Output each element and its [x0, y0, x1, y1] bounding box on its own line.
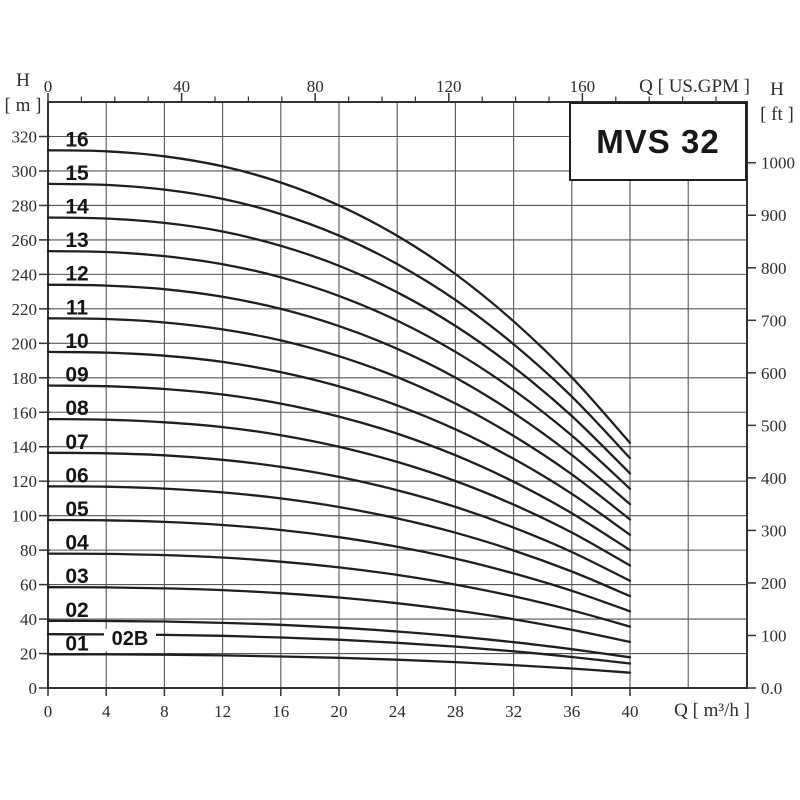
curve-label-02: 02 — [65, 599, 88, 622]
pump-curve-10 — [46, 350, 632, 536]
left-tick-label: 120 — [12, 472, 38, 491]
bottom-axis-title-text: Q [ m³/h ] — [674, 700, 750, 721]
right-tick-label: 100 — [761, 626, 787, 645]
right-tick-label: 800 — [761, 259, 787, 278]
pump-curve-14 — [46, 216, 632, 475]
left-tick-label: 220 — [12, 300, 38, 319]
bottom-tick-label: 4 — [102, 702, 111, 721]
top-axis-title-text: Q [ US.GPM ] — [639, 76, 750, 97]
pump-curve-01 — [46, 653, 632, 674]
right-tick-label: 700 — [761, 311, 787, 330]
pump-curve-02 — [46, 619, 632, 659]
pump-curve-05 — [46, 518, 632, 613]
right-axis-title-unit: [ ft ] — [760, 104, 794, 125]
left-axis-title-unit: [ m ] — [4, 95, 42, 116]
right-tick-label: 400 — [761, 469, 787, 488]
left-tick-label: 300 — [12, 162, 38, 181]
left-tick-label: 0 — [29, 679, 38, 698]
bottom-tick-label: 0 — [44, 702, 53, 721]
bottom-tick-label: 8 — [160, 702, 169, 721]
pump-curve-07 — [46, 451, 632, 582]
right-tick-label: 600 — [761, 364, 787, 383]
left-tick-label: 60 — [20, 576, 37, 595]
curve-label-01: 01 — [65, 632, 89, 655]
left-tick-label: 80 — [20, 541, 37, 560]
curve-label-02B: 02B — [112, 628, 149, 650]
curve-label-09: 09 — [65, 364, 88, 387]
right-tick-label: 0.0 — [761, 679, 782, 698]
curve-label-12: 12 — [65, 263, 88, 286]
right-axis-title-symbol: H — [770, 79, 784, 100]
left-tick-label: 180 — [12, 369, 38, 388]
curve-label-16: 16 — [65, 128, 88, 151]
curve-label-08: 08 — [65, 397, 89, 420]
left-tick-label: 260 — [12, 231, 38, 250]
curve-label-03: 03 — [65, 565, 88, 588]
left-tick-label: 320 — [12, 128, 38, 147]
top-tick-label: 120 — [436, 77, 462, 96]
bottom-axis-title: Q [ m³/h ] — [610, 700, 750, 722]
pump-curve-04 — [46, 552, 632, 628]
pump-curve-13 — [46, 249, 632, 490]
left-tick-label: 200 — [12, 334, 38, 353]
top-tick-label: 160 — [570, 77, 596, 96]
curve-label-07: 07 — [65, 431, 88, 454]
left-axis-title-symbol: H — [16, 70, 30, 91]
left-tick-label: 140 — [12, 438, 38, 457]
left-tick-label: 240 — [12, 265, 38, 284]
pump-curve-15 — [46, 182, 632, 460]
left-tick-label: 20 — [20, 645, 37, 664]
pump-curve-08 — [46, 417, 632, 567]
top-tick-label: 0 — [44, 77, 53, 96]
top-axis-title: Q [ US.GPM ] — [596, 76, 750, 98]
chart-title-box: MVS 32 — [569, 102, 747, 181]
right-tick-label: 1000 — [761, 154, 795, 173]
curve-label-02B-bg — [104, 629, 156, 651]
right-axis-title: H [ ft ] — [754, 79, 800, 126]
right-tick-label: 300 — [761, 521, 787, 540]
left-tick-label: 40 — [20, 610, 37, 629]
pump-curve-11 — [46, 317, 632, 521]
curve-label-15: 15 — [65, 162, 89, 185]
left-axis-title: H [ m ] — [0, 70, 46, 117]
bottom-tick-label: 36 — [563, 702, 580, 721]
left-tick-label: 280 — [12, 196, 38, 215]
pump-curve-03 — [46, 586, 632, 644]
curve-label-04: 04 — [65, 532, 89, 555]
bottom-tick-label: 32 — [505, 702, 522, 721]
chart-title: MVS 32 — [596, 122, 720, 160]
bottom-tick-label: 28 — [447, 702, 464, 721]
pump-curve-16 — [46, 149, 632, 445]
curve-label-13: 13 — [65, 229, 88, 252]
bottom-tick-label: 24 — [389, 702, 407, 721]
right-tick-label: 900 — [761, 206, 787, 225]
pump-curve-12 — [46, 283, 632, 506]
pump-curve-09 — [46, 384, 632, 552]
curve-label-14: 14 — [65, 196, 89, 219]
curve-label-11: 11 — [66, 296, 89, 319]
curve-label-06: 06 — [65, 464, 88, 487]
top-tick-label: 80 — [307, 77, 324, 96]
curve-label-05: 05 — [65, 498, 89, 521]
bottom-tick-label: 40 — [622, 702, 639, 721]
pump-curve-06 — [46, 485, 632, 598]
right-tick-label: 200 — [761, 574, 787, 593]
left-tick-label: 160 — [12, 403, 38, 422]
left-tick-label: 100 — [12, 507, 38, 526]
top-tick-label: 40 — [173, 77, 190, 96]
curve-label-10: 10 — [65, 330, 88, 353]
right-tick-label: 500 — [761, 416, 787, 435]
bottom-tick-label: 20 — [331, 702, 348, 721]
bottom-tick-label: 12 — [214, 702, 231, 721]
bottom-tick-label: 16 — [272, 702, 289, 721]
